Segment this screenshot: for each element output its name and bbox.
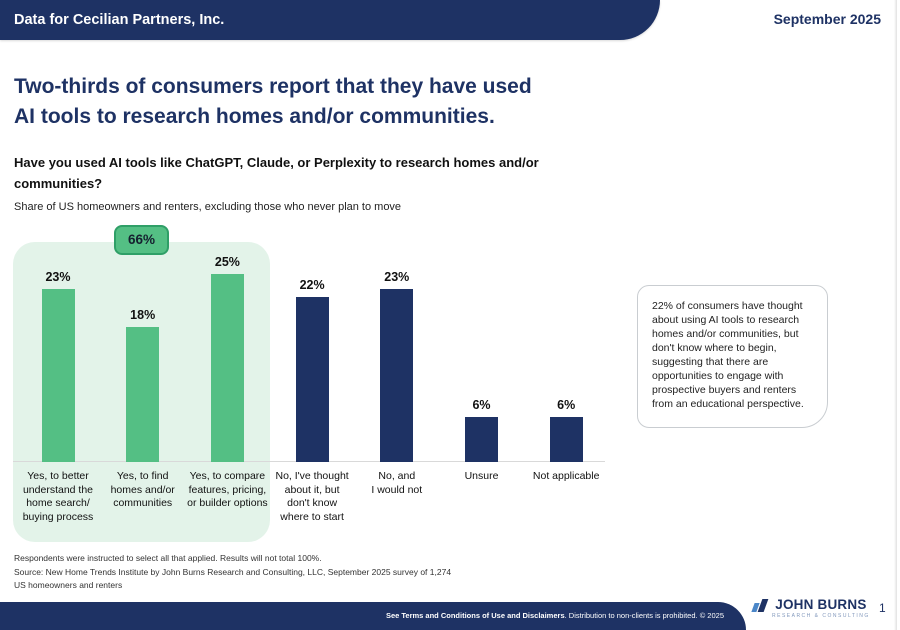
category-label-7: Not applicable [532,470,600,482]
bar-value-label-1: 23% [45,270,71,284]
logo-subtitle: RESEARCH & CONSULTING [772,613,870,619]
footer-disclaimer-rest: . Distribution to non-clients is prohibi… [564,611,724,620]
yes-group-total-badge: 66% [114,225,169,255]
john-burns-logo: JOHN BURNS RESEARCH & CONSULTING [751,597,870,619]
bar-value-label-6: 6% [472,398,491,412]
bar-value-label-3: 25% [214,255,240,269]
page-title: Two-thirds of consumers report that they… [14,75,532,128]
bar-7 [549,417,583,462]
bar-value-label-7: 6% [557,398,576,412]
slide-edge-shadow [894,0,897,630]
client-label: Data for Cecilian Partners, Inc. [14,12,225,28]
bar-3 [210,274,244,462]
logo-title: JOHN BURNS [775,597,867,612]
footnote-note: Respondents were instructed to select al… [14,553,322,563]
footnote-source: Source: New Home Trends Institute by Joh… [14,567,452,590]
john-burns-logo-icon [751,599,769,613]
bar-5 [380,289,414,462]
bar-value-label-2: 18% [130,308,156,322]
bar-value-label-4: 22% [299,278,325,292]
bar-2 [126,327,160,462]
header-date: September 2025 [773,11,881,27]
chart-subtitle: Share of US homeowners and renters, excl… [14,201,402,213]
bar-1 [41,289,75,462]
footer-disclaimer-link: See Terms and Conditions of Use and Disc… [385,611,565,620]
header-bar: Data for Cecilian Partners, Inc. [0,0,660,40]
category-label-4: No, I've thought about it, but don't kno… [275,470,349,523]
insight-callout: 22% of consumers have thought about usin… [637,285,828,428]
category-label-5: No, and I would not [371,470,423,496]
category-label-6: Unsure [464,470,499,482]
category-label-2: Yes, to find homes and/or communities [110,470,175,510]
bar-value-label-5: 23% [384,270,410,284]
footer-bar: See Terms and Conditions of Use and Disc… [0,602,746,630]
category-label-3: Yes, to compare features, pricing, or bu… [187,470,268,510]
page-number: 1 [879,601,886,615]
footer-disclaimer: See Terms and Conditions of Use and Disc… [386,602,724,630]
category-label-1: Yes, to better understand the home searc… [22,470,94,523]
survey-question: Have you used AI tools like ChatGPT, Cla… [14,155,539,191]
bar-6 [465,417,498,462]
bar-4 [295,297,329,462]
